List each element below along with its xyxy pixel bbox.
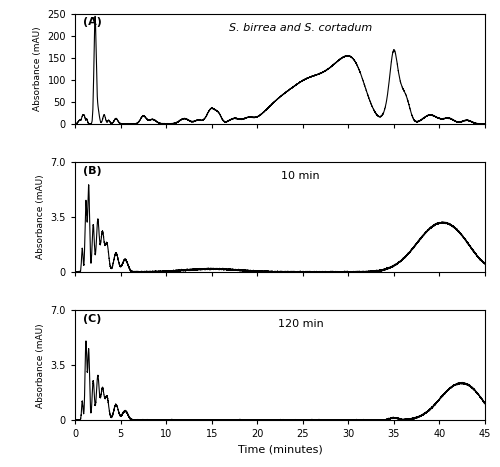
Text: (A): (A) <box>83 17 102 27</box>
X-axis label: Time (minutes): Time (minutes) <box>238 445 322 455</box>
Y-axis label: Absorbance (mAU): Absorbance (mAU) <box>36 323 45 408</box>
Y-axis label: Absorbance (mAU): Absorbance (mAU) <box>33 27 42 111</box>
Text: (C): (C) <box>83 314 102 324</box>
Text: (B): (B) <box>83 165 102 176</box>
Text: 120 min: 120 min <box>278 319 324 329</box>
Text: 10 min: 10 min <box>281 171 320 181</box>
Y-axis label: Absorbance (mAU): Absorbance (mAU) <box>36 175 45 260</box>
Text: S. birrea and S. cortadum: S. birrea and S. cortadum <box>229 23 372 33</box>
